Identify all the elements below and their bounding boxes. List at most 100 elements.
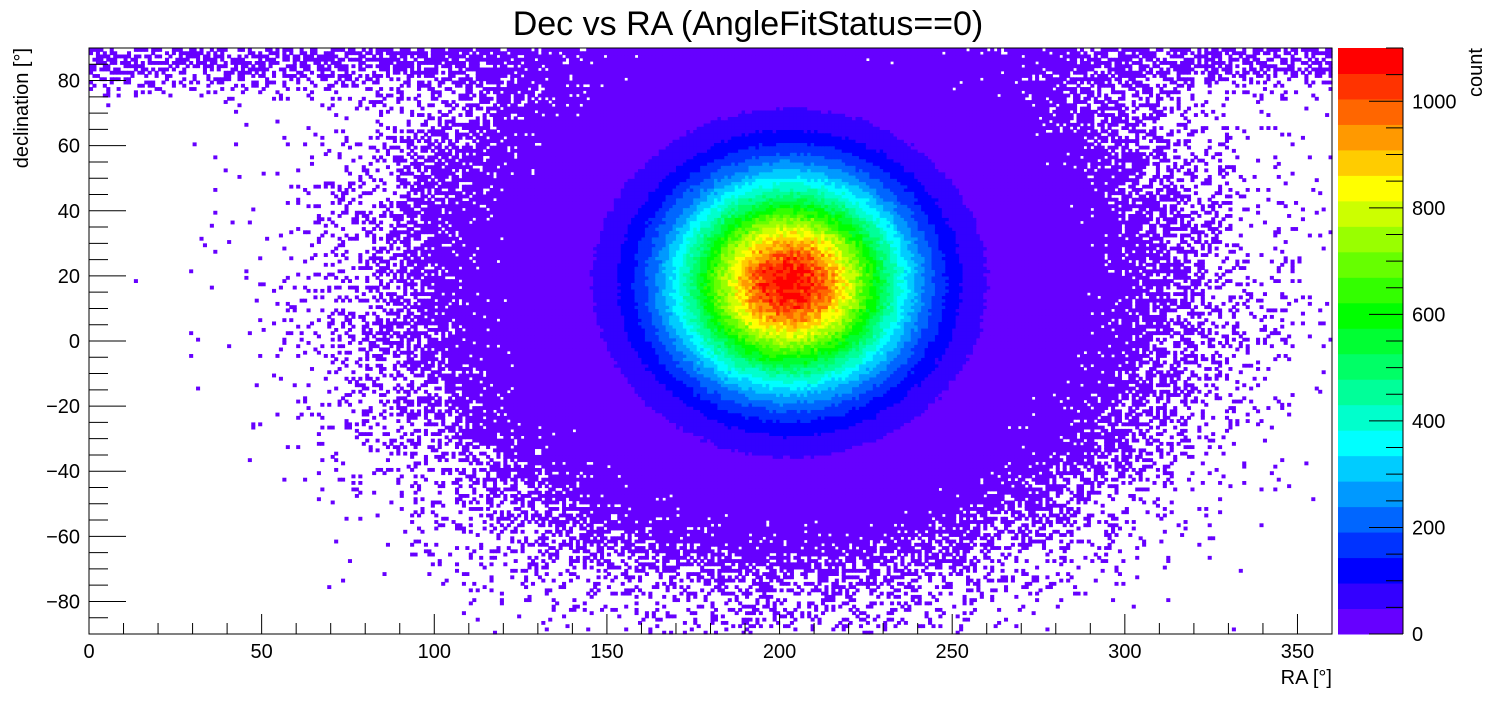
heatmap-cell [1011, 543, 1015, 547]
heatmap-cell [748, 618, 752, 622]
heatmap-cell [521, 510, 525, 514]
heatmap-cell [956, 543, 960, 547]
heatmap-cell [711, 527, 715, 531]
heatmap-cell [969, 546, 973, 550]
heatmap-cell [424, 543, 428, 547]
heatmap-cell [552, 540, 556, 544]
heatmap-cell [1049, 520, 1053, 524]
heatmap-cell [959, 510, 963, 514]
heatmap-cell [859, 624, 863, 628]
heatmap-cell [555, 507, 559, 511]
heatmap-cell [628, 575, 632, 579]
heatmap-cell [804, 562, 808, 566]
heatmap-cell [635, 546, 639, 550]
heatmap-cell [617, 478, 621, 482]
heatmap-cell [607, 585, 611, 589]
heatmap-cell [1111, 484, 1115, 488]
heatmap-cell [541, 621, 545, 625]
heatmap-cell [597, 527, 601, 531]
heatmap-cell [386, 543, 390, 547]
heatmap-cell [1001, 530, 1005, 534]
heatmap-cell [759, 611, 763, 615]
heatmap-cell [738, 624, 742, 628]
heatmap-cell [1163, 507, 1167, 511]
heatmap-cell [790, 611, 794, 615]
heatmap-cell [828, 595, 832, 599]
heatmap-cell [994, 546, 998, 550]
heatmap-cell [1111, 523, 1115, 527]
heatmap-cell [666, 566, 670, 570]
heatmap-cell [659, 572, 663, 576]
heatmap-cell [552, 598, 556, 602]
heatmap-cell [1121, 481, 1125, 485]
heatmap-cell [814, 549, 818, 553]
heatmap-cell [400, 491, 404, 495]
heatmap-cell [911, 595, 915, 599]
heatmap-cell [1139, 488, 1143, 492]
heatmap-cell [514, 474, 518, 478]
heatmap-cell [348, 559, 352, 563]
heatmap-cell [849, 575, 853, 579]
heatmap-cell [1208, 536, 1212, 540]
heatmap-cell [648, 530, 652, 534]
heatmap-cell [931, 520, 935, 524]
heatmap-cell [724, 579, 728, 583]
heatmap-cell [769, 608, 773, 612]
heatmap-cell [579, 507, 583, 511]
heatmap-cell [876, 624, 880, 628]
heatmap-cell [590, 566, 594, 570]
heatmap-cell [555, 474, 559, 478]
heatmap-cell [458, 484, 462, 488]
heatmap-cell [686, 549, 690, 553]
heatmap-cell [610, 608, 614, 612]
heatmap-cell [414, 540, 418, 544]
heatmap-cell [897, 569, 901, 573]
heatmap-cell [818, 588, 822, 592]
heatmap-cell [648, 627, 652, 631]
heatmap-cell [572, 536, 576, 540]
heatmap-cell [500, 491, 504, 495]
heatmap-cell [351, 488, 355, 492]
heatmap-cell [773, 601, 777, 605]
heatmap-cell [828, 536, 832, 540]
heatmap-cell [724, 546, 728, 550]
heatmap-cell [1108, 533, 1112, 537]
heatmap-cell [880, 601, 884, 605]
heatmap-cell [514, 549, 518, 553]
heatmap-cell [1090, 543, 1094, 547]
heatmap-cell [441, 481, 445, 485]
heatmap-cell [1166, 471, 1170, 475]
heatmap-cell [500, 468, 504, 472]
heatmap-cell [562, 614, 566, 618]
heatmap-cell [755, 549, 759, 553]
heatmap-cell [942, 611, 946, 615]
heatmap-cell [617, 536, 621, 540]
heatmap-cell [1076, 540, 1080, 544]
heatmap-cell [783, 614, 787, 618]
heatmap-cell [1001, 504, 1005, 508]
heatmap-cell [414, 497, 418, 501]
heatmap-cell [707, 559, 711, 563]
heatmap-cell [538, 491, 542, 495]
heatmap-cell [648, 562, 652, 566]
heatmap-cell [545, 562, 549, 566]
heatmap-cell [963, 566, 967, 570]
heatmap-cell [1163, 566, 1167, 570]
heatmap-cell [541, 566, 545, 570]
heatmap-cell [942, 517, 946, 521]
heatmap-cell [1039, 540, 1043, 544]
heatmap-cell [686, 592, 690, 596]
heatmap-cell [842, 562, 846, 566]
heatmap-cell [1090, 481, 1094, 485]
heatmap-cell [748, 592, 752, 596]
heatmap-cell [935, 608, 939, 612]
heatmap-cell [655, 582, 659, 586]
heatmap-cell [1132, 494, 1136, 498]
heatmap-cell [804, 533, 808, 537]
heatmap-cell [593, 582, 597, 586]
heatmap-cell [1014, 624, 1018, 628]
heatmap-cell [735, 585, 739, 589]
heatmap-cell [690, 592, 694, 596]
heatmap-cell [690, 556, 694, 560]
heatmap-cell [894, 575, 898, 579]
